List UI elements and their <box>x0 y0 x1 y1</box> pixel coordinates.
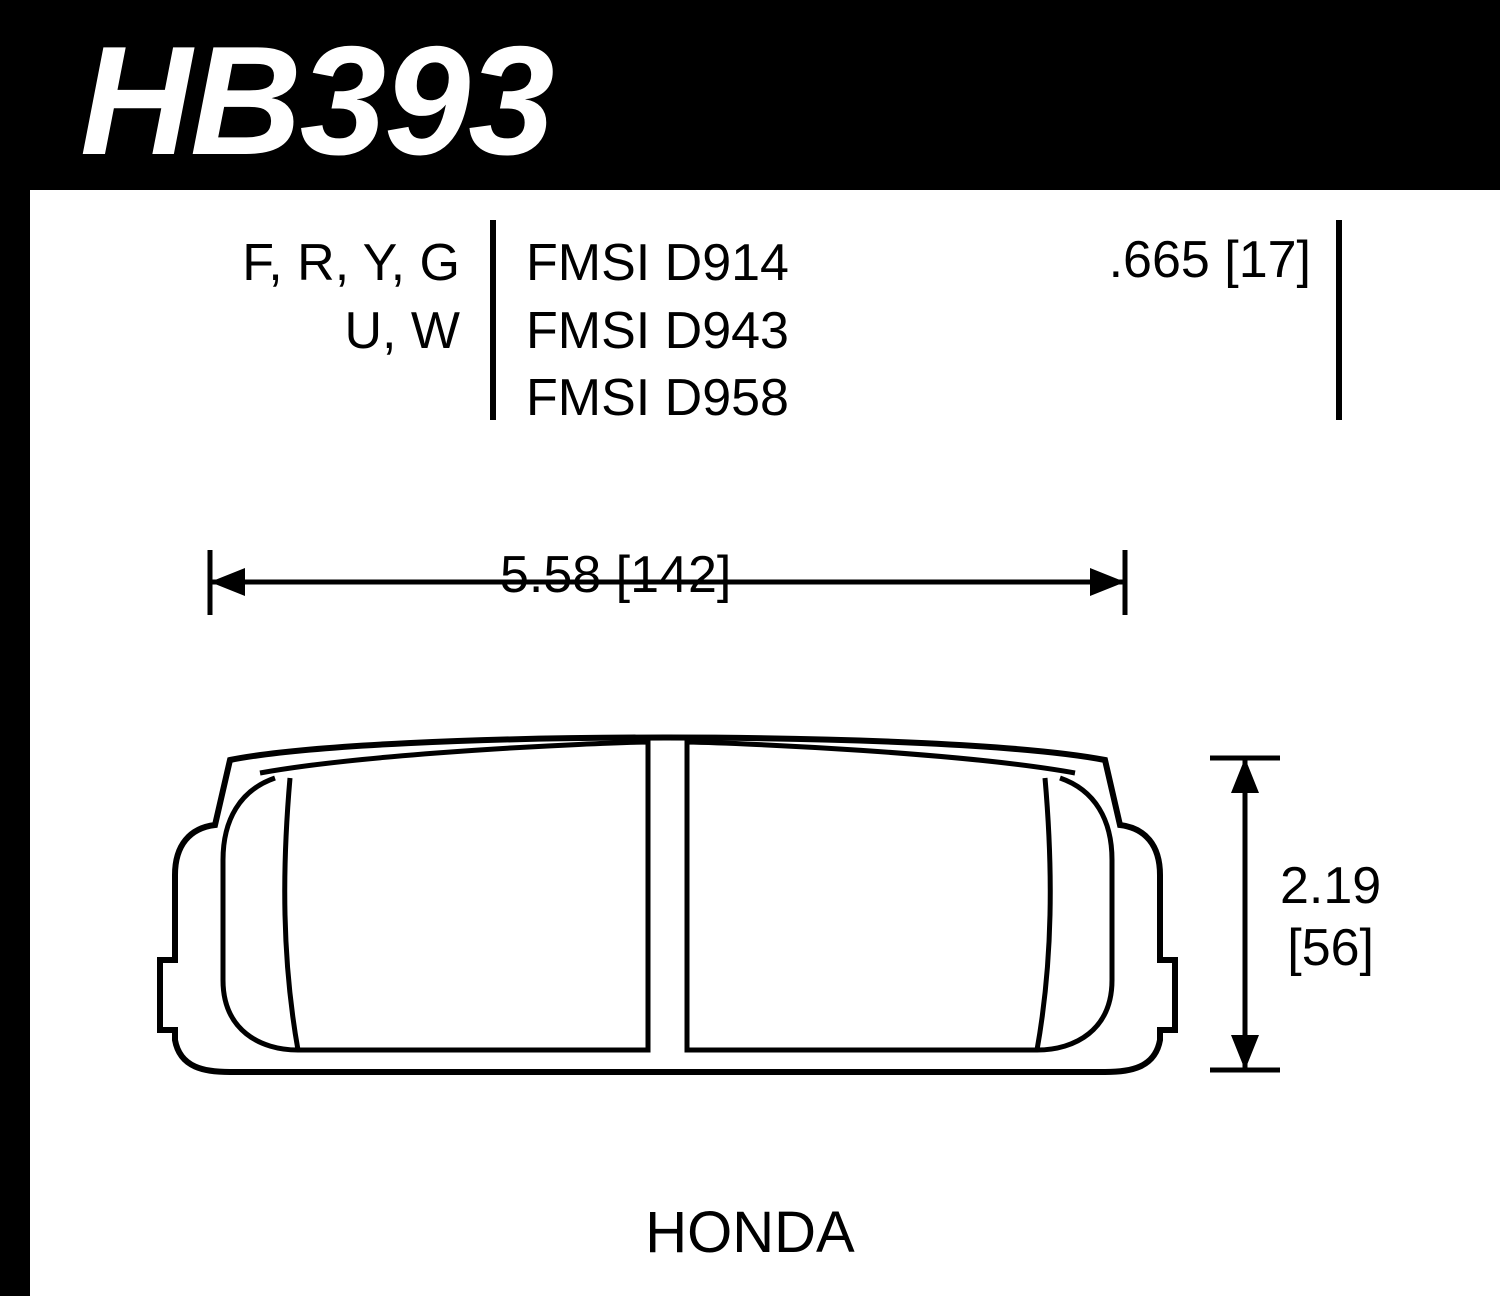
left-border <box>0 0 30 1296</box>
spec-thickness: .665 [17] <box>916 230 1336 433</box>
brand-label: HONDA <box>645 1199 854 1266</box>
codes-line1: F, R, Y, G <box>60 230 460 298</box>
brake-pad-diagram <box>30 520 1500 1220</box>
spec-codes: F, R, Y, G U, W <box>60 230 490 433</box>
fmsi-1: FMSI D943 <box>526 298 916 366</box>
part-number: HB393 <box>80 12 552 190</box>
spec-row: F, R, Y, G U, W FMSI D914 FMSI D943 FMSI… <box>60 230 1460 433</box>
fmsi-0: FMSI D914 <box>526 230 916 298</box>
pad-backing-plate <box>160 738 1175 1073</box>
height-dim-arrow <box>1210 758 1280 1070</box>
header-bar: HB393 <box>0 0 1500 190</box>
pad-chamfers <box>285 778 1051 1050</box>
fmsi-2: FMSI D958 <box>526 365 916 433</box>
width-dim-arrow <box>210 550 1125 615</box>
spec-fmsi: FMSI D914 FMSI D943 FMSI D958 <box>496 230 916 433</box>
pad-friction-outline <box>223 742 1112 1050</box>
codes-line2: U, W <box>60 298 460 366</box>
divider-2 <box>1336 220 1342 420</box>
